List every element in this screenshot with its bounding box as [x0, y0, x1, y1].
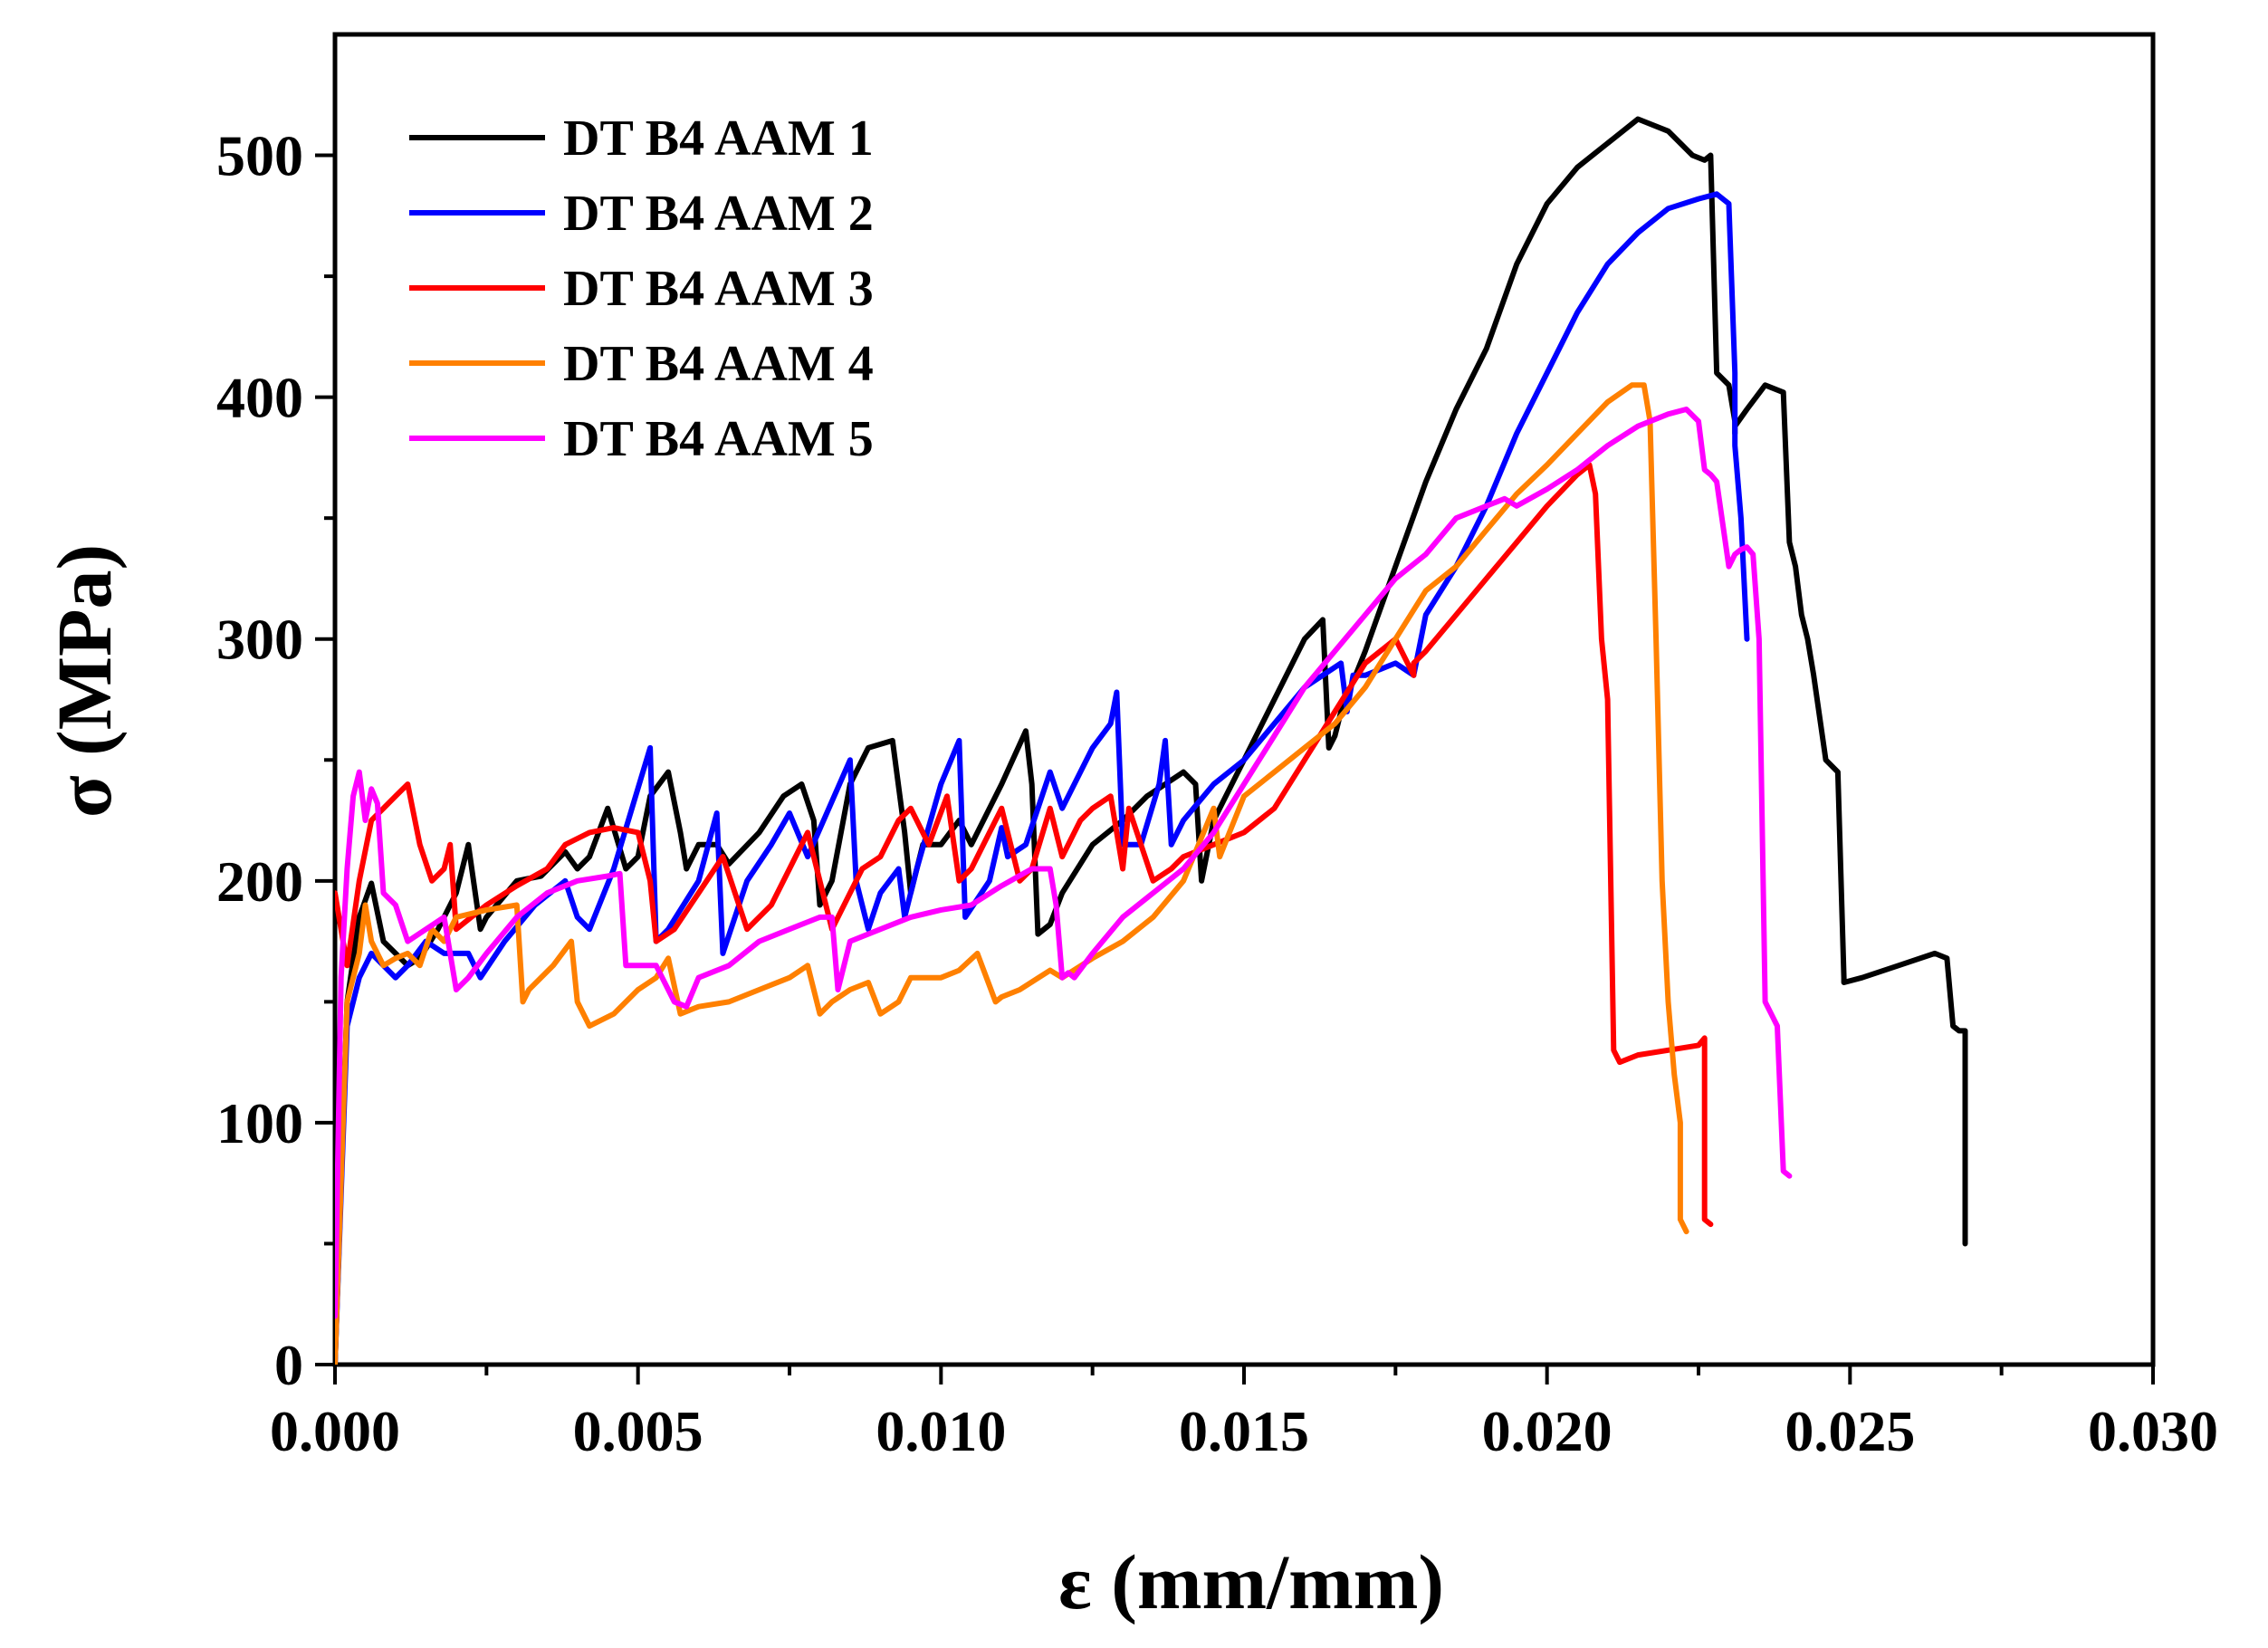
series-line-5: [335, 407, 1793, 1319]
series-line-1: [335, 116, 1968, 1365]
y-tick-label: 500: [216, 124, 303, 188]
y-axis-tick-labels: 0 100 200 300 400 500: [216, 124, 303, 1397]
x-tick-label: 0.030: [2088, 1399, 2218, 1463]
legend-label: DT B4 AAM 1: [563, 110, 874, 167]
legend-item: DT B4 AAM 5: [409, 411, 874, 467]
legend-label: DT B4 AAM 2: [563, 186, 874, 242]
legend-item: DT B4 AAM 3: [409, 261, 874, 317]
x-tick-label: 0.005: [573, 1399, 703, 1463]
x-tick-label: 0.010: [876, 1399, 1006, 1463]
series-line-3: [335, 462, 1714, 1228]
legend-label: DT B4 AAM 3: [563, 261, 874, 317]
x-axis-tick-labels: 0.000 0.005 0.010 0.015 0.020 0.025 0.030: [270, 1399, 2218, 1463]
x-tick-label: 0.015: [1179, 1399, 1309, 1463]
series-line-4: [335, 382, 1689, 1365]
x-axis-title: ε (mm/mm): [1058, 1538, 1444, 1625]
legend-label: DT B4 AAM 4: [563, 336, 874, 392]
x-tick-label: 0.000: [270, 1399, 400, 1463]
x-tick-label: 0.020: [1482, 1399, 1612, 1463]
y-tick-label: 0: [274, 1333, 303, 1397]
y-tick-label: 100: [216, 1091, 303, 1155]
series-line-2: [335, 191, 1750, 1365]
legend: DT B4 AAM 1 DT B4 AAM 2 DT B4 AAM 3 DT B4 A…: [409, 110, 874, 467]
legend-item: DT B4 AAM 4: [409, 336, 874, 392]
legend-label: DT B4 AAM 5: [563, 411, 874, 467]
legend-item: DT B4 AAM 2: [409, 186, 874, 242]
series-lines: [335, 116, 1968, 1365]
axis-ticks: [315, 153, 2155, 1385]
y-tick-label: 200: [216, 849, 303, 914]
y-tick-label: 300: [216, 608, 303, 672]
legend-item: DT B4 AAM 1: [409, 110, 874, 167]
x-tick-label: 0.025: [1785, 1399, 1915, 1463]
y-tick-label: 400: [216, 366, 303, 430]
y-axis-title: σ (MPa): [41, 544, 128, 818]
